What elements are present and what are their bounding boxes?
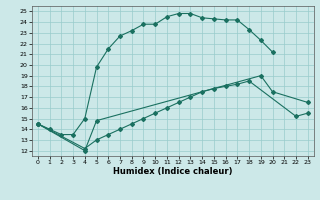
X-axis label: Humidex (Indice chaleur): Humidex (Indice chaleur) bbox=[113, 167, 233, 176]
